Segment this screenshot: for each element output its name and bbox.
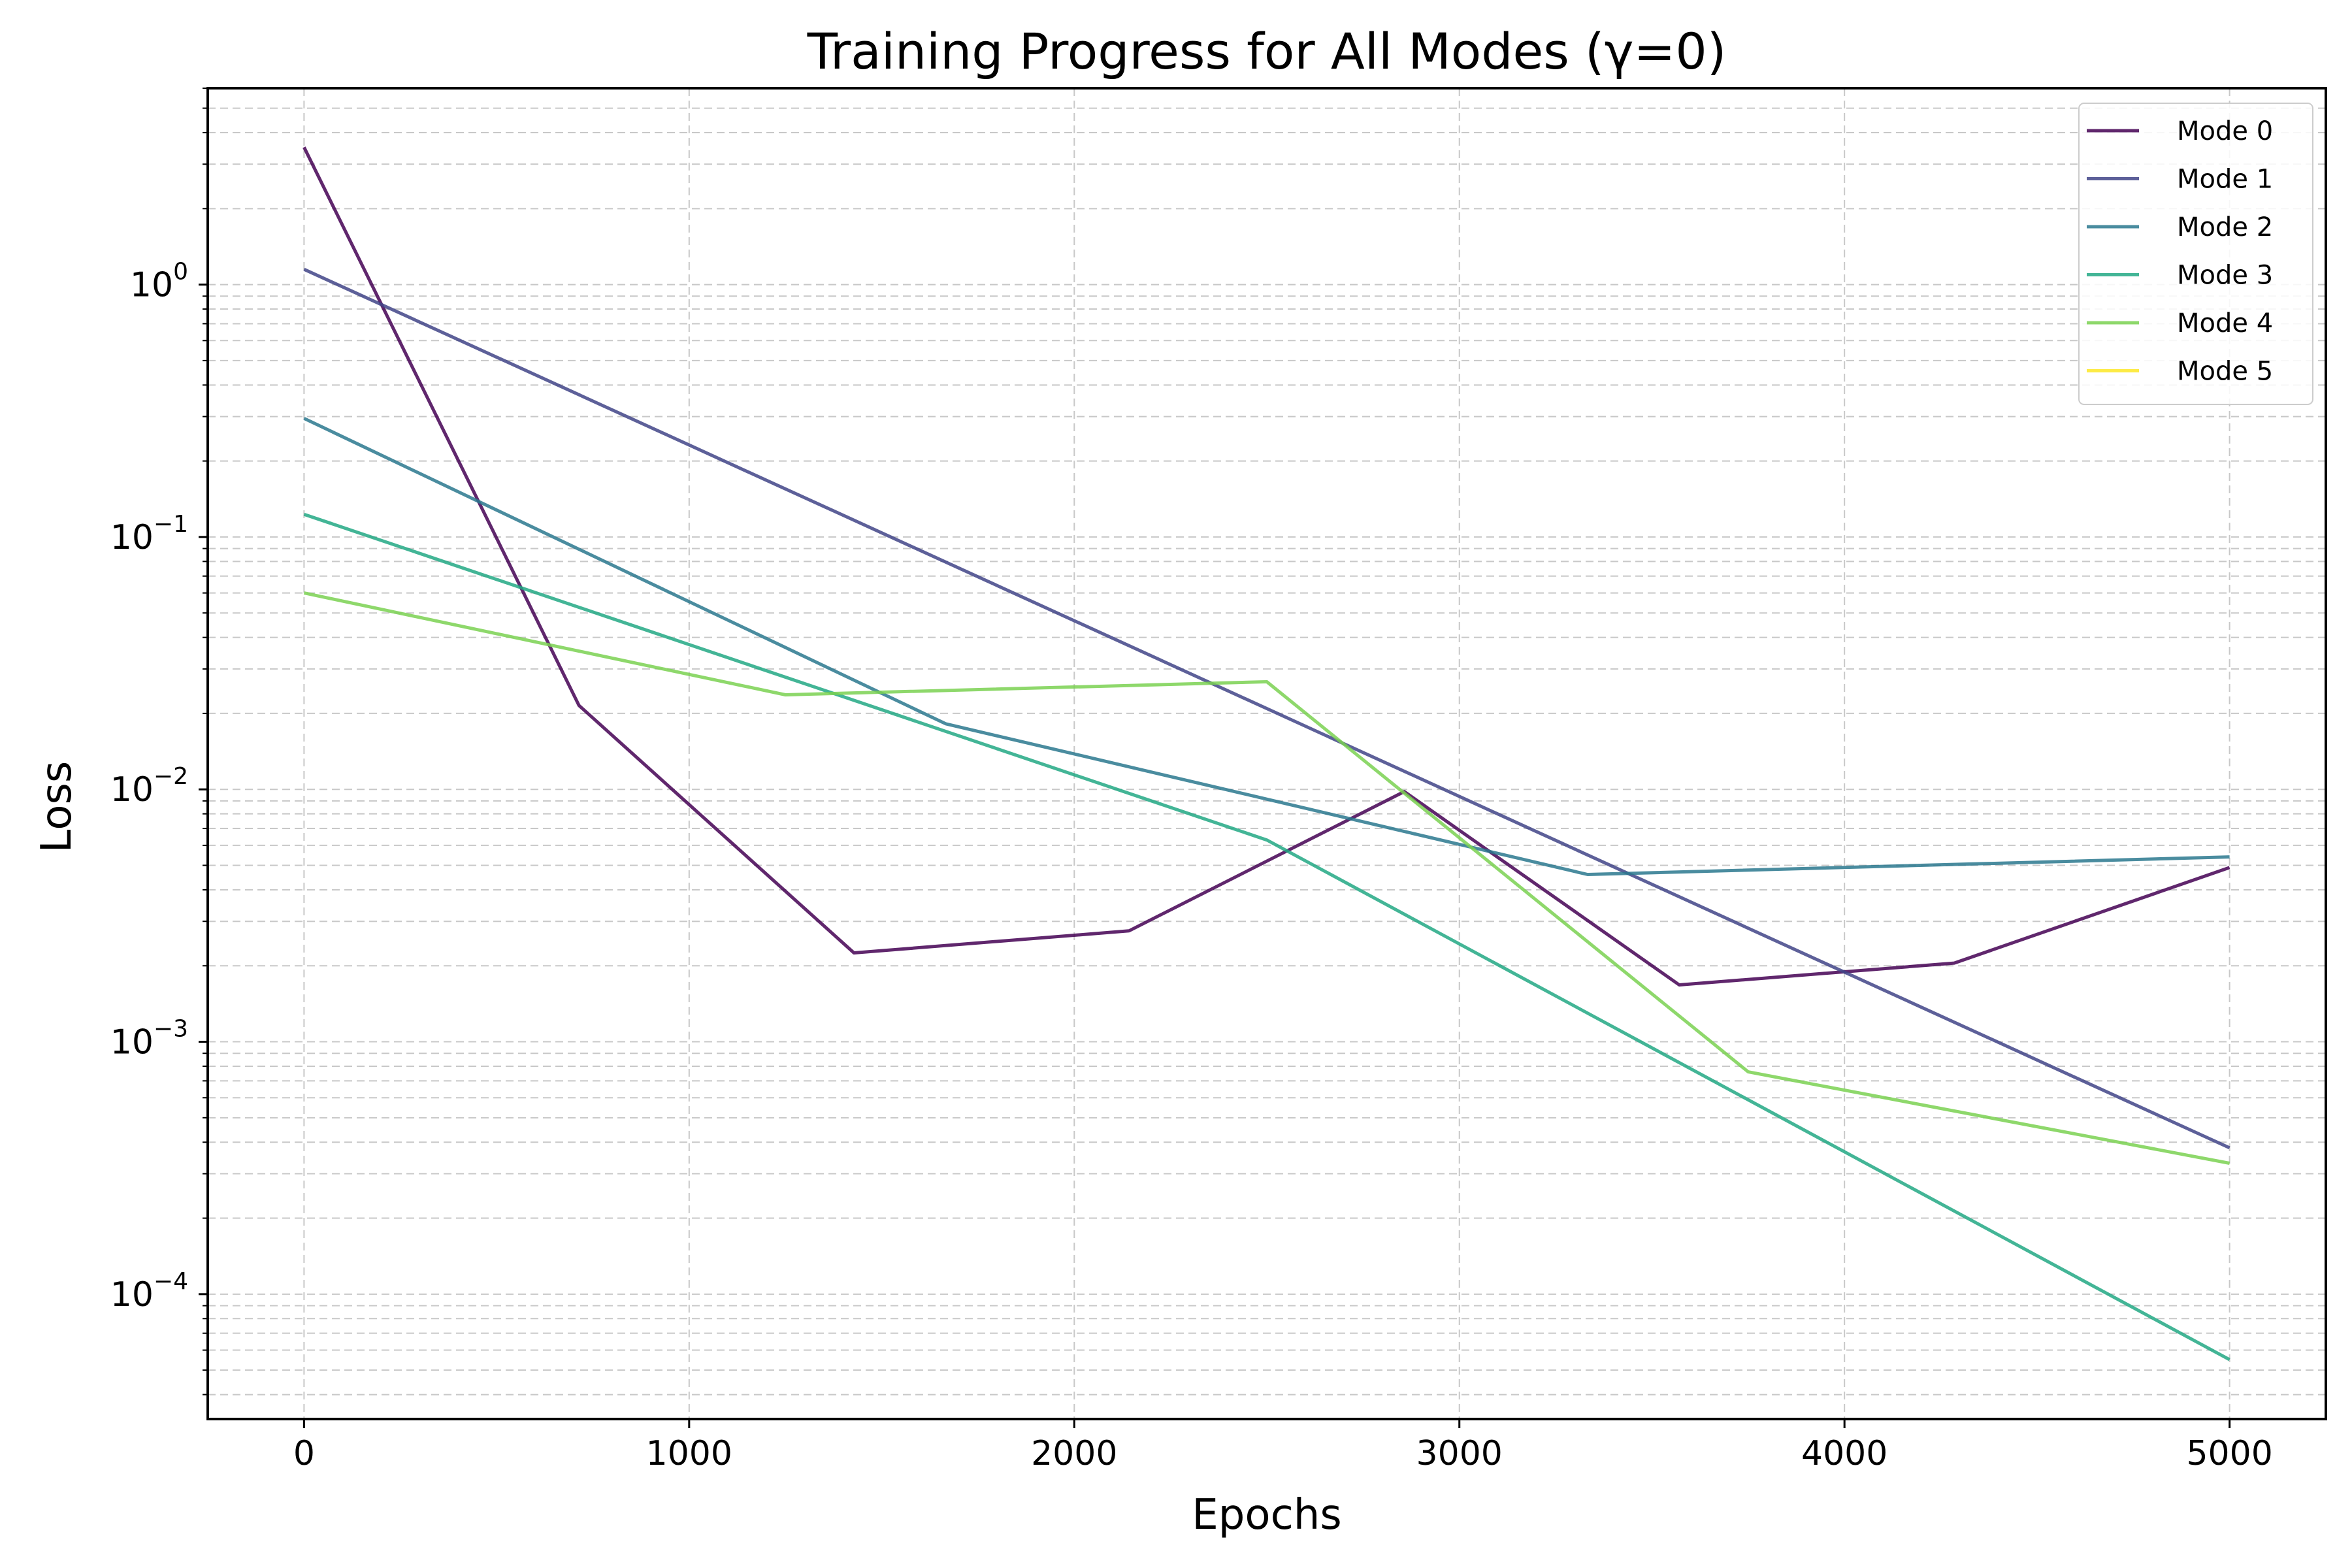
y-tick-label: 10−2	[110, 763, 188, 809]
x-tick-label: 5000	[2186, 1434, 2272, 1473]
y-axis-label: Loss	[33, 761, 81, 853]
y-tick-exponent: −4	[154, 1268, 188, 1295]
legend-label: Mode 2	[2177, 212, 2273, 242]
x-tick-label: 1000	[646, 1434, 732, 1473]
y-tick-exponent: 0	[173, 259, 188, 286]
x-tick-label: 4000	[1801, 1434, 1887, 1473]
grid-layer	[208, 88, 2326, 1419]
series-line-mode-4	[303, 591, 2230, 1165]
y-tick-base: 10	[110, 770, 154, 809]
y-tick-exponent: −3	[154, 1016, 188, 1043]
legend-label: Mode 3	[2177, 261, 2273, 291]
y-tick-label: 10−1	[110, 511, 188, 557]
series-line-mode-3	[303, 512, 2230, 1362]
x-tick-label: 3000	[1416, 1434, 1503, 1473]
axes-frame	[206, 87, 2327, 1420]
y-tick-label: 10−3	[110, 1016, 188, 1062]
y-tick-base: 10	[110, 1023, 154, 1062]
series-line-mode-1	[303, 267, 2230, 1150]
y-tick-base: 10	[110, 1275, 154, 1315]
y-tick-label: 100	[130, 259, 188, 305]
y-tick-base: 10	[110, 518, 154, 557]
y-tick-base: 10	[130, 266, 173, 305]
series-line-mode-2	[303, 417, 2230, 876]
series-line-mode-0	[302, 146, 2230, 987]
legend-label: Mode 5	[2177, 357, 2273, 387]
y-tick-label: 10−4	[110, 1268, 188, 1315]
legend-label: Mode 4	[2177, 308, 2273, 338]
series-layer	[302, 146, 2230, 1362]
legend: Mode 0 Mode 1 Mode 2 Mode 3 Mode 4 Mode 5	[2078, 103, 2313, 405]
legend-label: Mode 1	[2177, 165, 2273, 195]
legend-label: Mode 0	[2177, 116, 2273, 146]
chart-title: Training Progress for All Modes (γ=0)	[807, 22, 1727, 80]
y-tick-exponent: −2	[154, 763, 188, 790]
x-tick-label: 0	[293, 1434, 315, 1473]
x-tick-label: 2000	[1031, 1434, 1117, 1473]
y-tick-exponent: −1	[154, 511, 188, 538]
x-axis-label: Epochs	[1192, 1491, 1341, 1539]
